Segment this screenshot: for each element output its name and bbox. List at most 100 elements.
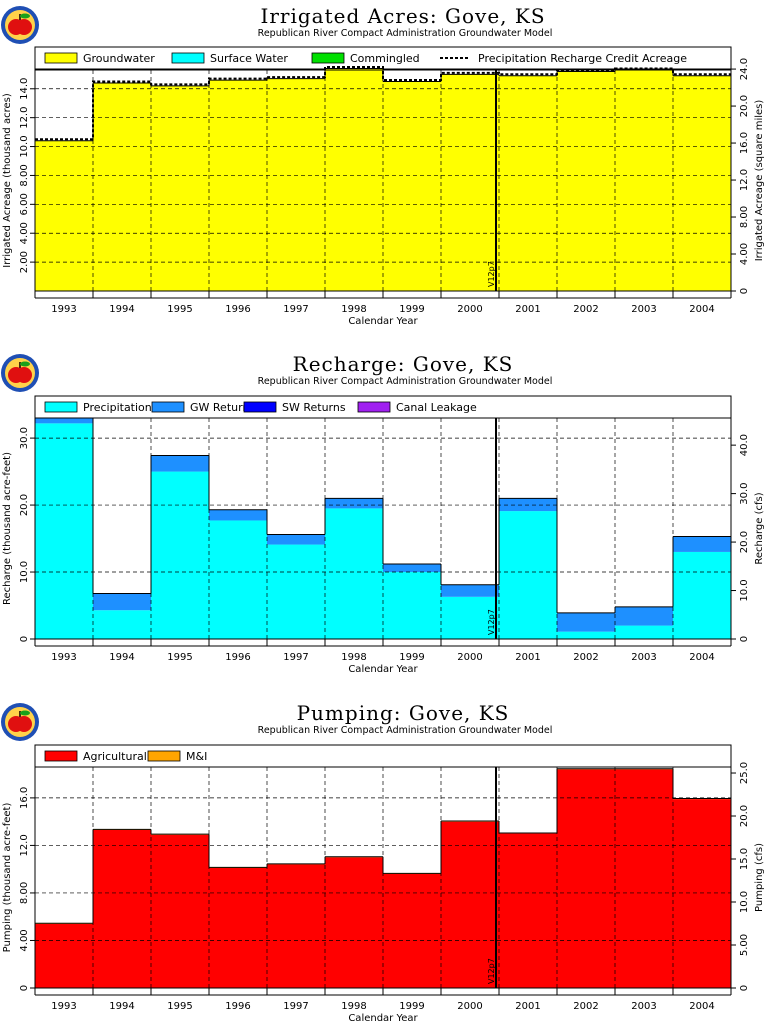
y-tick-label: 4.00 <box>19 929 30 951</box>
x-tick-label: 1995 <box>167 304 192 315</box>
bar-segment <box>557 769 615 988</box>
bar-segment <box>209 80 267 291</box>
x-tick-label: 1999 <box>399 652 424 663</box>
y2-tick-label: 4.00 <box>739 243 750 265</box>
legend-entry: M&I <box>186 750 207 763</box>
x-tick-label: 2001 <box>515 652 540 663</box>
y2-tick-label: 12.0 <box>739 169 750 191</box>
legend-entry: Canal Leakage <box>396 401 477 414</box>
x-axis: 1993 1994 1995 1996 1997 1998 1999 2000 2001 2002… <box>34 639 732 663</box>
y-tick-label: 4.00 <box>19 222 30 244</box>
x-tick-label: 2003 <box>631 652 656 663</box>
bar-segment <box>93 829 151 988</box>
bar-segment <box>35 418 93 424</box>
bar-segment <box>325 68 383 291</box>
bar-segment <box>35 923 93 988</box>
legend-entry: GW Returns <box>190 401 255 414</box>
x-tick-label: 1996 <box>225 652 250 663</box>
y2-tick-label: 0 <box>739 636 750 642</box>
y-axis-left: 0 10.0 20.0 30.0 <box>19 427 35 642</box>
bar-segment <box>499 75 557 292</box>
legend-swatch <box>243 401 277 413</box>
bar-segment <box>673 799 731 988</box>
x-tick-label: 1994 <box>109 652 134 663</box>
bar-segment <box>441 596 499 639</box>
x-tick-label: 2004 <box>689 652 714 663</box>
bar-segment <box>615 625 673 639</box>
logo-apple-leaf <box>20 710 30 716</box>
y2-tick-label: 24.0 <box>739 58 750 80</box>
bar-segment <box>557 631 615 639</box>
y-tick-label: 16.0 <box>19 787 30 809</box>
bar-segment <box>267 534 325 545</box>
bar-segment <box>383 572 441 639</box>
bar-segment <box>35 140 93 291</box>
x-tick-label: 1996 <box>225 1001 250 1012</box>
state-seal-logo <box>1 6 39 44</box>
bar-segment <box>325 508 383 639</box>
logo-apple-right <box>16 367 32 383</box>
chart-title: Recharge: Gove, KS <box>293 352 514 376</box>
legend-swatch <box>44 750 78 762</box>
bar-segment <box>499 511 557 639</box>
y-axis-title: Recharge (thousand acre-feet) <box>2 452 13 605</box>
bar-segment <box>615 769 673 988</box>
bar-segment <box>499 833 557 988</box>
y-tick-label: 20.0 <box>19 494 30 516</box>
chart-title: Pumping: Gove, KS <box>297 701 510 725</box>
x-tick-label: 1999 <box>399 1001 424 1012</box>
x-tick-label: 1995 <box>167 1001 192 1012</box>
x-axis-title: Calendar Year <box>348 316 418 327</box>
bar-segment <box>35 423 93 639</box>
x-tick-label: 1993 <box>51 304 76 315</box>
y-tick-label: 2.00 <box>19 251 30 273</box>
y-tick-label: 0 <box>19 636 30 642</box>
x-axis: 1993 1994 1995 1996 1997 1998 1999 2000 2001 2002… <box>34 988 732 1012</box>
legend-entry: Surface Water <box>210 52 288 65</box>
y2-tick-label: 5.00 <box>739 934 750 956</box>
y-axis-title: Pumping (thousand acre-feet) <box>2 803 13 953</box>
x-tick-label: 2000 <box>457 304 482 315</box>
x-tick-label: 1997 <box>283 304 308 315</box>
x-tick-label: 1993 <box>51 1001 76 1012</box>
bar-segment <box>151 834 209 988</box>
legend-entry: Groundwater <box>83 52 155 65</box>
bar-segment <box>441 74 499 291</box>
legend-swatch <box>147 750 181 762</box>
y2-tick-label: 0 <box>739 985 750 991</box>
x-tick-label: 1997 <box>283 1001 308 1012</box>
x-tick-label: 1995 <box>167 652 192 663</box>
y2-tick-label: 30.0 <box>739 482 750 504</box>
y2-axis-title: Recharge (cfs) <box>754 492 765 564</box>
y-tick-label: 12.0 <box>19 834 30 856</box>
x-tick-label: 1998 <box>341 652 366 663</box>
x-tick-label: 1996 <box>225 304 250 315</box>
legend-entry: Precipitation Recharge Credit Acreage <box>478 52 687 65</box>
y-tick-label: 0 <box>19 985 30 991</box>
legend-entry: Agricultural <box>83 750 147 763</box>
y-tick-label: 10.0 <box>19 135 30 157</box>
legend-swatch <box>44 52 78 64</box>
y2-tick-label: 25.0 <box>739 762 750 784</box>
x-tick-label: 1999 <box>399 304 424 315</box>
y-tick-label: 6.00 <box>19 193 30 215</box>
logo-apple-stem <box>19 711 21 717</box>
y2-tick-label: 20.0 <box>739 805 750 827</box>
legend-entry: Commingled <box>350 52 420 65</box>
y2-tick-label: 8.00 <box>739 206 750 228</box>
x-axis: 1993 1994 1995 1996 1997 1998 1999 2000 2001 2002… <box>34 291 732 315</box>
precip-credit-line <box>35 66 731 141</box>
bar-segment <box>673 75 731 292</box>
bar-segment <box>615 606 673 626</box>
chart-title: Irrigated Acres: Gove, KS <box>260 4 545 28</box>
logo-apple-right <box>16 19 32 35</box>
x-axis-title: Calendar Year <box>348 1013 418 1024</box>
x-tick-label: 1994 <box>109 304 134 315</box>
bar-segment <box>93 593 151 611</box>
x-tick-label: 2003 <box>631 1001 656 1012</box>
x-tick-label: 2004 <box>689 1001 714 1012</box>
chart-subtitle: Republican River Compact Administration … <box>258 725 553 736</box>
x-tick-label: 2004 <box>689 304 714 315</box>
